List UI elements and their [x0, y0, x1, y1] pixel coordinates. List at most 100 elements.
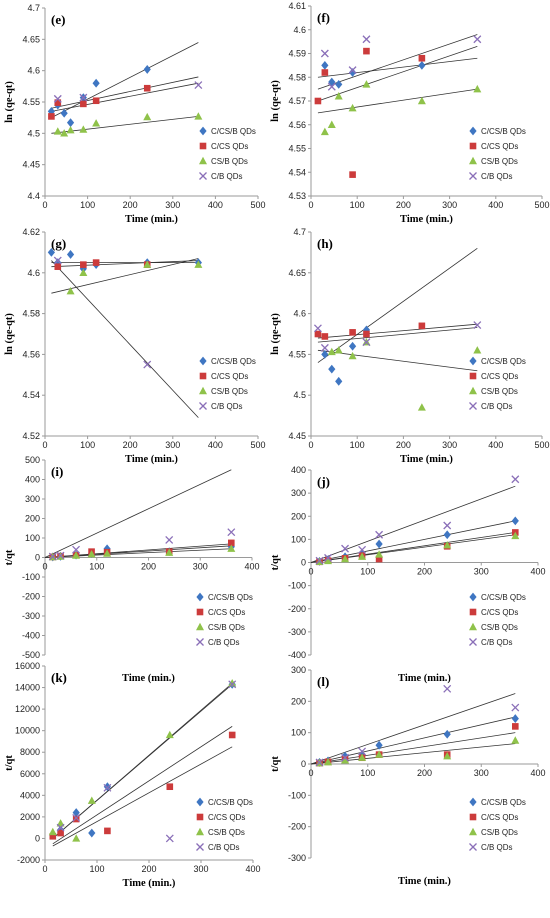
data-point — [512, 723, 519, 730]
data-point — [320, 127, 329, 136]
y-tick-label: 16000 — [15, 661, 40, 671]
x-tick-label: 400 — [244, 562, 259, 572]
cross-stroke — [348, 66, 357, 75]
y-tick-label: -200 — [288, 604, 306, 614]
data-point — [72, 808, 80, 817]
trendline — [51, 76, 199, 109]
cross-stroke — [327, 82, 336, 91]
y-tick-label: -100 — [22, 572, 40, 582]
data-point — [511, 516, 519, 526]
data-point — [320, 49, 329, 58]
x-tick-label: 100 — [350, 200, 365, 210]
legend-entry: C/CS QDs — [481, 813, 518, 822]
data-point — [327, 347, 336, 356]
y-tick-label: 4.54 — [288, 167, 306, 177]
cross-stroke — [72, 545, 81, 554]
data-point — [92, 259, 100, 266]
y-tick-label: 4.54 — [22, 390, 40, 400]
legend-marker — [469, 142, 477, 150]
cross-stroke — [511, 703, 520, 712]
x-tick-label: 100 — [89, 864, 104, 874]
legend-entry: C/CS/B QDs — [211, 357, 256, 366]
trendline — [310, 520, 516, 563]
y-tick-label: 100 — [25, 533, 40, 543]
data-point — [375, 550, 384, 558]
legend-marker — [199, 386, 207, 395]
legend-entry: C/B QDs — [481, 402, 513, 411]
data-point — [54, 99, 62, 106]
y-tick-label: -200 — [22, 592, 40, 602]
trendline — [51, 260, 199, 268]
legend-entry: CS/B QDs — [481, 828, 518, 837]
data-point — [375, 555, 383, 563]
data-point — [349, 329, 356, 336]
x-tick-label: 300 — [474, 567, 489, 577]
x-tick-label: 300 — [165, 200, 180, 210]
cross-stroke — [53, 94, 62, 103]
x-tick-label: 400 — [530, 567, 545, 577]
data-point — [358, 747, 367, 756]
y-tick-label: 12000 — [15, 704, 40, 714]
legend-marker — [469, 608, 477, 616]
data-point — [321, 333, 329, 340]
trendline — [51, 82, 199, 112]
x-tick-label: 300 — [474, 768, 489, 778]
cross-stroke — [196, 843, 204, 851]
data-point — [473, 346, 482, 354]
data-point — [348, 351, 357, 360]
y-tick-label: 2000 — [20, 812, 40, 822]
x-tick-label: 200 — [123, 200, 138, 210]
y-tick-label: 4.52 — [22, 431, 40, 441]
x-axis-label: Time (min.) — [400, 454, 453, 465]
chart-panel: -200002000400060008000100001200014000160… — [4, 661, 261, 889]
data-point — [72, 834, 81, 842]
x-tick-label: 400 — [488, 440, 503, 450]
x-tick-label: 0 — [42, 200, 47, 210]
data-point — [48, 113, 55, 120]
data-point — [66, 286, 75, 295]
legend-entry: C/CS/B QDs — [481, 127, 526, 136]
data-point — [324, 553, 332, 562]
data-point — [363, 47, 370, 55]
data-point — [314, 330, 322, 338]
trendline — [317, 88, 478, 114]
y-tick-label: 4.56 — [288, 120, 306, 130]
chart-panel: 4.53 4.54 4.55 4.56 4.57 4.58 4.59 4.6 4.61 0 100 2… — [270, 1, 550, 225]
legend-entry: C/CS QDs — [481, 372, 518, 381]
legend-entry: CS/B QDs — [481, 157, 518, 166]
cross-stroke — [511, 475, 520, 484]
data-point — [60, 129, 69, 137]
cross-stroke — [194, 81, 203, 90]
legend-entry: C/B QDs — [211, 402, 243, 411]
panel-label: (k) — [51, 670, 67, 685]
cross-stroke — [362, 35, 371, 44]
y-tick-label: 200 — [25, 514, 40, 524]
legend-marker — [469, 813, 477, 821]
data-point — [315, 556, 324, 565]
data-point — [92, 119, 101, 127]
legend-entry: C/CS QDs — [208, 608, 245, 617]
cross-stroke — [362, 338, 371, 347]
cross-stroke — [469, 843, 477, 851]
data-point — [87, 796, 96, 804]
cross-stroke — [227, 528, 236, 537]
x-tick-label: 0 — [308, 768, 313, 778]
panel-label: (e) — [51, 12, 65, 27]
data-point — [327, 120, 336, 128]
y-tick-label: -400 — [22, 631, 40, 641]
legend-entry: CS/B QDs — [208, 623, 245, 632]
legend-entry: C/CS/B QDs — [208, 798, 253, 807]
data-point — [92, 78, 100, 88]
data-point — [443, 521, 452, 530]
trendline — [310, 485, 516, 563]
x-tick-label: 400 — [208, 440, 223, 450]
cross-stroke — [313, 324, 322, 333]
data-point — [165, 548, 174, 556]
data-point — [320, 343, 329, 352]
data-point — [511, 703, 520, 712]
trendline — [310, 534, 516, 563]
panel-label: (i) — [51, 464, 63, 479]
legend-marker — [469, 156, 477, 165]
y-tick-label: 4.5 — [293, 390, 306, 400]
legend-entry: C/CS/B QDs — [208, 593, 253, 602]
